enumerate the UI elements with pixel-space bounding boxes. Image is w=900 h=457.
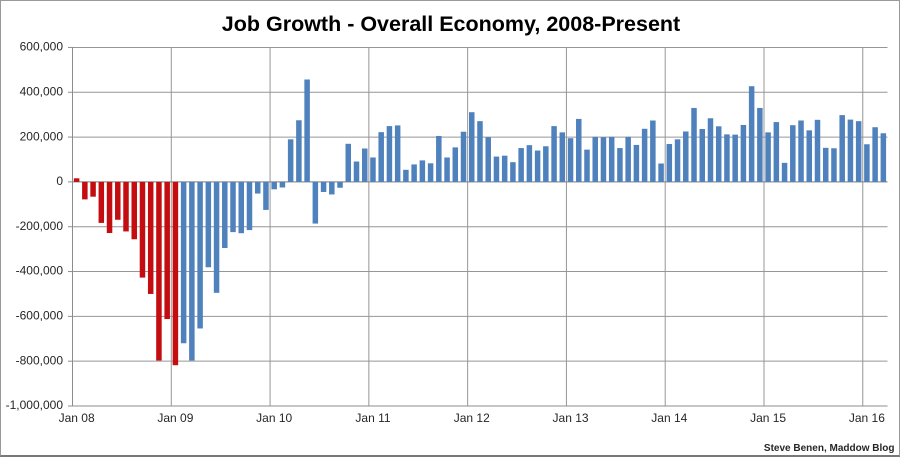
svg-text:-1,000,000: -1,000,000 [6,398,64,412]
svg-text:Jan 08: Jan 08 [59,411,95,425]
svg-text:600,000: 600,000 [20,40,64,54]
svg-text:Jan 14: Jan 14 [651,411,687,425]
svg-text:-200,000: -200,000 [16,219,64,233]
svg-text:-400,000: -400,000 [16,264,64,278]
svg-text:Jan 15: Jan 15 [750,411,786,425]
svg-text:400,000: 400,000 [20,84,64,98]
svg-text:Job Growth - Overall Economy,: Job Growth - Overall Economy, 2008-Prese… [222,12,680,36]
svg-text:Steve Benen, Maddow Blog: Steve Benen, Maddow Blog [764,443,895,454]
svg-text:Jan 10: Jan 10 [256,411,292,425]
svg-text:-800,000: -800,000 [16,353,64,367]
svg-text:0: 0 [56,174,63,188]
svg-text:Jan 16: Jan 16 [849,411,885,425]
svg-text:-600,000: -600,000 [16,309,64,323]
svg-text:Jan 11: Jan 11 [355,411,390,425]
svg-text:Jan 12: Jan 12 [454,411,490,425]
svg-text:Jan 13: Jan 13 [553,411,589,425]
svg-text:200,000: 200,000 [20,129,64,143]
svg-text:Jan 09: Jan 09 [157,411,193,425]
